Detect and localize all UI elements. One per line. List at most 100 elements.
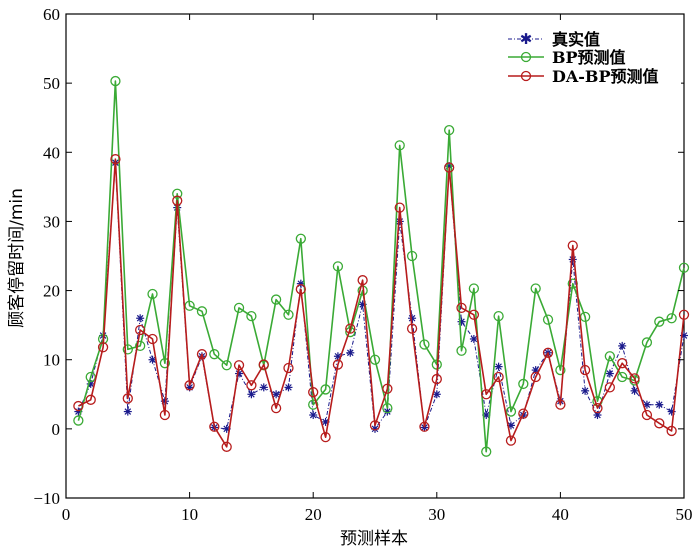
data-point (332, 359, 344, 370)
data-point (678, 309, 690, 320)
data-point (468, 283, 480, 294)
data-point (270, 294, 282, 305)
data-point (247, 390, 256, 399)
data-point (320, 432, 331, 443)
y-tick-label: 20 (43, 282, 60, 301)
legend-marker-real: ✱ (520, 30, 533, 48)
data-point (221, 360, 232, 371)
data-point (382, 383, 393, 394)
data-point (457, 317, 466, 326)
data-point (233, 302, 245, 314)
data-point (110, 75, 121, 87)
data-point (172, 195, 183, 206)
data-point (678, 262, 690, 273)
data-point (270, 402, 282, 414)
data-point (581, 386, 590, 395)
data-point (666, 313, 677, 324)
data-point (135, 340, 146, 352)
data-point (493, 311, 504, 322)
data-point (456, 345, 467, 356)
x-tick-label: 40 (552, 505, 569, 524)
data-point (136, 314, 145, 323)
data-point (530, 283, 541, 294)
data-point (419, 339, 430, 350)
x-tick-label: 30 (428, 505, 445, 524)
data-point (184, 380, 195, 391)
y-tick-label: 60 (43, 5, 60, 24)
data-point (259, 383, 268, 392)
data-point (605, 369, 614, 378)
data-point (159, 358, 171, 369)
data-point (568, 255, 577, 264)
legend: ✱ 真实值 BP预测值 DA-BP预测值 (503, 28, 681, 94)
data-point (369, 354, 381, 365)
data-point (209, 421, 220, 432)
data-point (246, 311, 257, 322)
data-point (456, 302, 467, 314)
data-point (308, 399, 319, 410)
x-tick-label: 0 (62, 505, 71, 524)
data-point (617, 371, 628, 383)
data-point (85, 394, 96, 405)
legend-label-bp: BP预测值 (552, 48, 626, 67)
data-point (345, 323, 356, 334)
series-2 (73, 154, 690, 452)
data-point (147, 333, 158, 345)
data-point (481, 389, 492, 400)
data-point (592, 402, 603, 414)
data-point (518, 378, 529, 390)
series-line (77, 162, 685, 430)
data-point (444, 125, 455, 136)
data-point (444, 162, 455, 173)
series-line (77, 80, 685, 453)
data-point (147, 288, 158, 300)
data-point (469, 334, 478, 343)
data-point (604, 351, 615, 362)
y-tick-label: 10 (43, 351, 60, 370)
data-point (617, 358, 628, 369)
data-point (406, 250, 418, 262)
legend-marker-dabp (520, 70, 532, 82)
data-point (666, 425, 677, 437)
data-point (382, 402, 393, 414)
data-point (283, 362, 294, 374)
data-point (481, 446, 492, 457)
data-point (394, 140, 405, 151)
y-tick-label: 40 (43, 143, 60, 162)
data-point (221, 441, 232, 452)
data-point (196, 306, 208, 317)
data-point (295, 284, 306, 295)
data-point (629, 373, 640, 384)
data-point (641, 409, 653, 421)
series-line (78, 158, 685, 448)
data-point (431, 373, 442, 385)
data-point (654, 316, 665, 327)
series-1 (73, 75, 690, 457)
data-point (494, 362, 503, 371)
data-point (346, 348, 355, 357)
data-point (233, 360, 245, 371)
data-point (567, 240, 578, 251)
x-tick-label: 20 (305, 505, 322, 524)
data-point (604, 382, 615, 393)
data-point (542, 314, 554, 325)
data-point (283, 309, 294, 320)
data-point (284, 383, 293, 392)
data-point (655, 400, 664, 409)
y-tick-label: 30 (43, 212, 60, 231)
data-point (406, 323, 418, 334)
data-point (654, 418, 665, 429)
y-tick-label: 0 (52, 420, 61, 439)
data-point (493, 371, 504, 383)
x-tick-label: 50 (676, 505, 693, 524)
data-point (383, 407, 392, 416)
plot-area (65, 13, 685, 499)
legend-marker-bp (520, 51, 532, 63)
data-point (308, 387, 319, 398)
data-point (369, 420, 381, 431)
data-point (579, 364, 591, 376)
data-point (258, 359, 269, 370)
legend-label-real: 真实值 (552, 30, 600, 49)
x-tick-label: 10 (181, 505, 198, 524)
